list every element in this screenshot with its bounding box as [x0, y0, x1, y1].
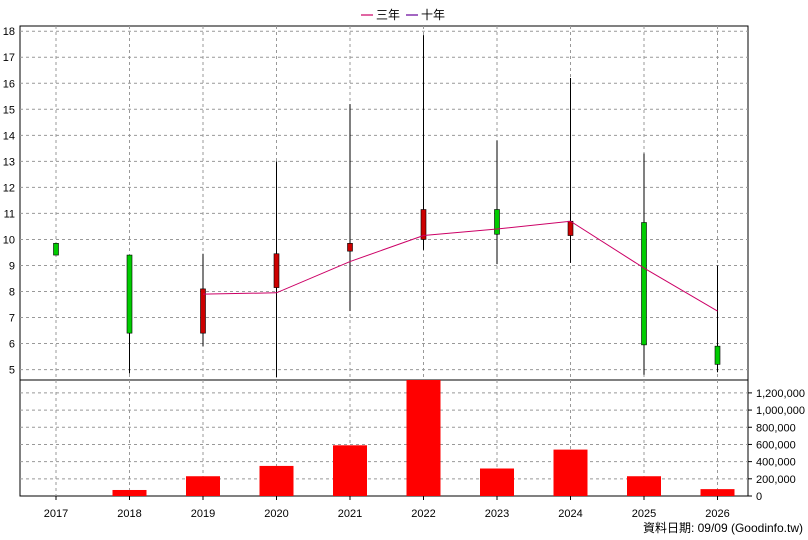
year-tick-label: 2020: [264, 508, 288, 520]
volume-bar-2021: [333, 445, 367, 496]
year-tick-label: 2026: [705, 508, 729, 520]
candle-body-2019: [200, 288, 206, 334]
volume-bar-2020: [259, 465, 294, 496]
year-tick-label: 2019: [191, 508, 215, 520]
candle-body-2025: [641, 222, 647, 346]
price-tick-label: 8: [9, 287, 15, 299]
year-tick-label: 2025: [632, 508, 656, 520]
volume-tick-label: 200,000: [756, 474, 796, 486]
year-tick-label: 2022: [411, 508, 435, 520]
year-tick-label: 2024: [558, 508, 582, 520]
candlesticks: [53, 35, 721, 378]
candle-body-2018: [126, 254, 133, 334]
price-tick-label: 10: [3, 234, 15, 246]
price-tick-label: 11: [4, 208, 15, 220]
price-tick-label: 17: [3, 52, 15, 64]
legend: 三年 十年: [361, 8, 445, 22]
volume-bar-2019: [186, 476, 220, 496]
year-tick-label: 2023: [485, 508, 509, 520]
volume-tick-label: 1,200,000: [756, 388, 805, 400]
candle-body-2017: [53, 243, 59, 256]
volume-bar-2018: [112, 489, 147, 496]
price-tick-label: 16: [3, 78, 15, 90]
legend-label-ten-year: 十年: [421, 8, 445, 22]
volume-tick-label: 0: [756, 491, 762, 503]
price-tick-label: 5: [9, 365, 15, 377]
price-tick-label: 6: [9, 339, 15, 351]
plot-frame: [19, 25, 749, 497]
candle-body-2021: [347, 243, 353, 252]
candle-body-2024: [567, 220, 574, 236]
volume-tick-label: 800,000: [756, 422, 796, 434]
volume-bars: [112, 380, 735, 496]
volume-bar-2025: [627, 476, 661, 496]
volume-bar-2024: [553, 449, 588, 496]
year-tick-label: 2021: [338, 508, 362, 520]
candle-body-2026: [714, 345, 721, 365]
legend-label-three-year: 三年: [376, 8, 400, 22]
price-tick-label: 14: [3, 130, 15, 142]
price-tick-label: 7: [9, 313, 15, 325]
candle-body-2023: [494, 209, 500, 235]
price-tick-label: 18: [3, 26, 15, 38]
year-tick-label: 2017: [44, 508, 68, 520]
year-tick-label: 2018: [117, 508, 141, 520]
volume-tick-label: 1,000,000: [756, 405, 805, 417]
volume-bar-2026: [700, 489, 735, 496]
price-tick-label: 9: [9, 260, 15, 272]
series-line-0: [202, 220, 718, 312]
moving-average-lines: [202, 220, 718, 312]
volume-bar-2023: [480, 468, 514, 496]
candle-body-2022: [420, 209, 427, 240]
price-tick-label: 13: [3, 156, 15, 168]
source-note: 資料日期: 09/09 (Goodinfo.tw): [643, 521, 803, 535]
volume-tick-label: 400,000: [756, 457, 796, 469]
candle-body-2020: [273, 253, 280, 288]
price-tick-label: 15: [3, 104, 15, 116]
price-tick-label: 12: [3, 182, 15, 194]
volume-bar-2022: [406, 380, 441, 496]
volume-tick-label: 600,000: [756, 439, 796, 451]
axis-labels: 5 6 7 8 9 10 11 12 13 14 15 16 17 18 0 200,000 400,000 60…: [3, 26, 805, 520]
